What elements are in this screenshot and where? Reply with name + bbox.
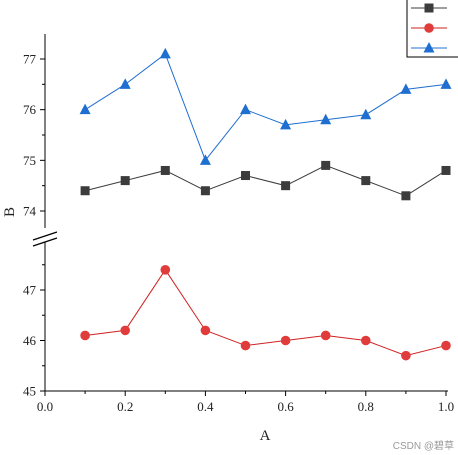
x-tick-label: 1.0	[438, 399, 454, 414]
series-line	[84, 53, 447, 162]
y-tick-label: 74	[23, 204, 37, 219]
data-point	[320, 113, 332, 125]
data-point	[280, 118, 292, 130]
x-tick-label: 0.4	[197, 399, 214, 414]
y-tick-label: 77	[23, 52, 37, 67]
series-triangle	[79, 47, 452, 165]
data-point	[400, 83, 412, 94]
series-square	[80, 160, 451, 201]
series-circle	[80, 265, 451, 361]
watermark: CSDN @碧草	[393, 440, 454, 452]
y-tick-label: 45	[23, 384, 36, 399]
data-point	[401, 191, 411, 201]
x-tick-label: 0.8	[358, 399, 374, 414]
y-tick-label: 47	[23, 283, 37, 298]
data-point	[199, 154, 211, 165]
tick-labels: 0.0 0.2 0.4 0.6 0.8 1.0 45 46 47 74 75 76 77	[23, 52, 454, 415]
series-layer	[79, 47, 452, 361]
data-point	[321, 160, 331, 170]
x-axis-title: A	[260, 428, 271, 444]
series-line	[84, 164, 447, 197]
axis-break-mark	[32, 231, 58, 241]
x-tick-label: 0.0	[37, 399, 53, 414]
legend	[406, 0, 458, 58]
y-tick-label: 75	[23, 153, 36, 168]
data-point	[200, 325, 211, 336]
y-tick-label: 46	[23, 333, 37, 348]
data-point	[80, 330, 90, 341]
data-point	[120, 325, 130, 336]
data-point	[241, 171, 250, 181]
axes	[32, 34, 448, 396]
data-point	[240, 103, 251, 115]
axis-break-mark	[32, 237, 58, 247]
data-point	[360, 108, 372, 120]
data-point	[361, 176, 371, 186]
x-tick-label: 0.6	[277, 399, 294, 414]
data-point	[441, 165, 451, 175]
data-point	[440, 78, 452, 89]
data-point	[159, 47, 171, 59]
x-tick-label: 0.2	[117, 399, 133, 414]
data-point	[160, 165, 170, 175]
data-point	[361, 335, 371, 346]
data-point	[401, 350, 411, 361]
y-tick-label: 76	[23, 102, 37, 117]
legend-marker	[424, 23, 434, 33]
data-point	[160, 265, 171, 275]
series-line	[85, 268, 447, 357]
data-point	[79, 103, 91, 115]
data-point	[119, 78, 131, 89]
legend-marker	[423, 42, 435, 53]
legend-marker	[424, 3, 434, 13]
data-point	[281, 181, 291, 191]
data-point	[320, 330, 331, 341]
data-point	[80, 186, 90, 196]
data-point	[441, 340, 451, 351]
y-axis-title: B	[2, 207, 18, 217]
data-point	[200, 186, 210, 196]
data-point	[280, 335, 291, 346]
data-point	[120, 176, 130, 186]
data-point	[240, 340, 251, 351]
